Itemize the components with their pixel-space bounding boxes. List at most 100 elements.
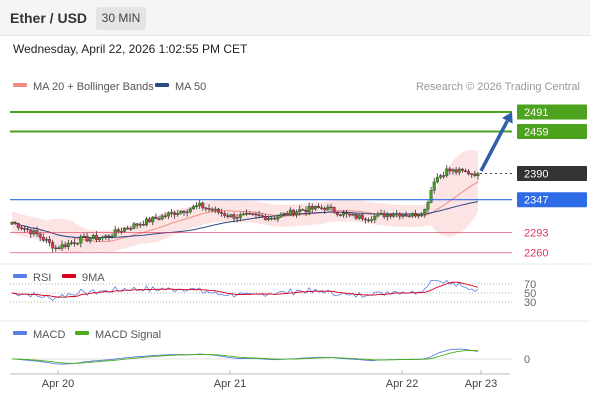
candle-body [138, 224, 142, 226]
macd-swatch [13, 331, 27, 335]
candle-body [426, 202, 430, 210]
candle-body [57, 247, 61, 250]
candle-body [454, 169, 458, 173]
candle-body [241, 213, 245, 216]
chart-header: Ether / USD 30 MIN [0, 0, 590, 36]
candle-body [448, 168, 452, 172]
candle-body [44, 239, 48, 241]
candle-body [41, 237, 45, 241]
candle-body [451, 169, 455, 172]
macd-signal-line [12, 350, 479, 364]
candle-body [345, 212, 349, 215]
candle-body [226, 215, 230, 217]
candle-body [379, 212, 383, 215]
rsi-line [11, 279, 479, 302]
candle-body [141, 224, 145, 226]
price-label-2347: 2347 [524, 195, 548, 207]
candle-body [313, 206, 317, 210]
candle-body [360, 214, 364, 220]
candle-body [417, 214, 421, 217]
price-label-2260: 2260 [524, 248, 548, 260]
macd-signal-swatch [75, 331, 89, 335]
candle-body [367, 219, 371, 222]
candle-body [135, 223, 139, 226]
candle-body [257, 214, 261, 216]
candle-body [229, 214, 233, 217]
candle-body [235, 217, 239, 219]
candle-body [260, 215, 264, 217]
candle-body [457, 168, 461, 173]
rsi-ma-legend-label: 9MA [82, 272, 105, 284]
rsi-ma-swatch [62, 274, 76, 278]
price-label-box-2491 [517, 104, 587, 120]
macd-legend-label: MACD [33, 329, 65, 341]
candle-body [470, 173, 474, 175]
candle-body [307, 205, 311, 213]
candle-body [435, 177, 439, 183]
rsi-tick-50: 50 [524, 288, 536, 300]
candle-body [354, 213, 358, 219]
rsi-ma-line [11, 281, 479, 298]
candle-body [392, 214, 396, 217]
rsi-legend-label: RSI [33, 272, 51, 284]
credit-text: Research © 2026 Trading Central [416, 81, 580, 93]
candle-body [132, 223, 136, 229]
candle-body [170, 212, 174, 214]
candle-body [342, 212, 346, 216]
candle-body [298, 209, 302, 213]
candle-body [54, 247, 58, 250]
price-label-box-2347 [517, 192, 587, 208]
rsi-tick-70: 70 [524, 279, 536, 291]
candle-body [204, 207, 208, 210]
candle-body [423, 209, 427, 215]
rsi-tick-30: 30 [524, 297, 536, 309]
ma20-swatch [13, 83, 27, 87]
candle-body [60, 244, 64, 249]
candle-body [198, 202, 202, 206]
x-tick-label: Apr 23 [465, 378, 497, 390]
candle-body [176, 213, 180, 215]
candle-body [401, 214, 405, 217]
candle-body [329, 206, 333, 209]
candle-body [404, 214, 408, 217]
ma50-swatch [155, 83, 169, 87]
candle-body [429, 190, 433, 203]
forecast-arrow-shaft [479, 120, 509, 172]
candle-body [476, 173, 480, 176]
candle-body [263, 216, 267, 220]
candle-body [48, 239, 52, 243]
candle-body [207, 208, 211, 210]
candle-body [332, 207, 336, 213]
price-label-2293: 2293 [524, 228, 548, 240]
candle-body [238, 214, 242, 218]
timeframe-button[interactable]: 30 MIN [96, 7, 146, 30]
main-pane: 2491 2459 2390 2347 2293 2260 [10, 104, 587, 260]
candle-body [213, 208, 217, 211]
candle-body [304, 209, 308, 213]
candle-body [88, 238, 92, 242]
candle-body [154, 216, 158, 219]
candle-body [385, 214, 389, 218]
candle-body [276, 216, 280, 220]
candle-body [382, 212, 386, 218]
candle-body [266, 217, 270, 220]
candle-body [326, 206, 330, 211]
candle-body [69, 242, 73, 244]
candle-body [160, 215, 164, 220]
candle-body [101, 236, 105, 239]
candle-body [395, 213, 399, 215]
candle-body [110, 235, 114, 238]
candle-body [79, 236, 83, 244]
candle-body [460, 168, 464, 171]
ma20-legend-label: MA 20 + Bollinger Bands [33, 81, 154, 93]
macd-signal-legend-label: MACD Signal [95, 329, 161, 341]
candle-body [432, 181, 436, 191]
candle-body [82, 235, 86, 238]
candle-body [163, 215, 167, 218]
price-label-2390: 2390 [524, 169, 548, 181]
candle-body [191, 206, 195, 210]
candle-body [179, 210, 183, 214]
candle-body [338, 214, 342, 216]
candle-body [467, 171, 471, 175]
candle-body [104, 235, 108, 238]
